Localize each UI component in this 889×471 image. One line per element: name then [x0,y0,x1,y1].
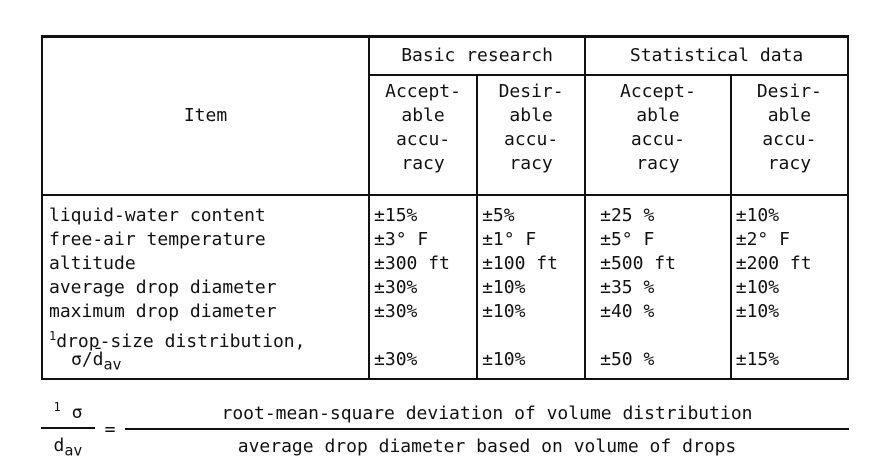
row-item-sigma: σ/d̄av [71,349,122,374]
subheader-desirable-accuracy: Desir-able accu-racy [476,74,587,196]
cell-value: ±1° F [482,229,537,250]
statistical-acceptable-column: ±25 % ±5° F ±500 ft ±35 % ±40 % ±50 % [584,194,732,380]
footnote-fraction-right: root-mean-square deviation of volume dis… [125,403,849,457]
cell-value: ±25 % [600,205,655,226]
cell-value: ±5% [482,205,515,226]
cell-value: ±15% [374,205,418,226]
cell-value: ±10% [735,277,780,298]
footnote: 1 σ dav = root-mean-square deviation of … [41,400,849,460]
row-item-drop-size: 1drop-size distribution, [49,329,306,352]
footnote-fraction-left: 1 σ dav [41,400,95,460]
cell-value: ±3° F [374,229,429,250]
cell-value: ±10% [735,301,780,322]
cell-value: ±30% [374,277,418,298]
footnote-equals: = [104,419,116,441]
group-header-statistical-data: Statistical data [584,35,849,76]
cell-value: ±50 % [600,349,655,370]
cell-value: ±500 ft [600,253,676,274]
row-item: average drop diameter [49,277,277,298]
cell-value: ±2° F [735,229,790,250]
cell-value: ±10% [482,301,526,322]
statistical-desirable-column: ±10% ±2° F ±200 ft ±10% ±10% ±15% [729,194,850,380]
item-column: liquid-water content free-air temperatur… [40,194,371,380]
cell-value: ±5° F [600,229,655,250]
cell-value: ±30% [374,349,418,370]
row-item: liquid-water content [49,205,266,226]
basic-acceptable-column: ±15% ±3° F ±300 ft ±30% ±30% ±30% [368,194,479,380]
cell-value: ±35 % [600,277,655,298]
group-header-basic-research: Basic research [368,35,587,76]
row-item: maximum drop diameter [49,301,277,322]
accuracy-table: Item Basic research Statistical data Acc… [40,35,850,380]
cell-value: ±10% [482,349,526,370]
row-item: altitude [49,253,136,274]
cell-value: ±200 ft [735,253,812,274]
item-header: Item [40,35,371,196]
subheader-desirable-accuracy: Desir-able accu-racy [729,74,850,196]
subheader-acceptable-accuracy: Accept-able accu-racy [368,74,479,196]
row-item: free-air temperature [49,229,266,250]
cell-value: ±100 ft [482,253,558,274]
cell-value: ±30% [374,301,418,322]
subheader-acceptable-accuracy: Accept-able accu-racy [584,74,732,196]
cell-value: ±10% [735,205,780,226]
cell-value: ±300 ft [374,253,450,274]
cell-value: ±10% [482,277,526,298]
basic-desirable-column: ±5% ±1° F ±100 ft ±10% ±10% ±10% [476,194,587,380]
cell-value: ±15% [735,349,780,370]
cell-value: ±40 % [600,301,655,322]
